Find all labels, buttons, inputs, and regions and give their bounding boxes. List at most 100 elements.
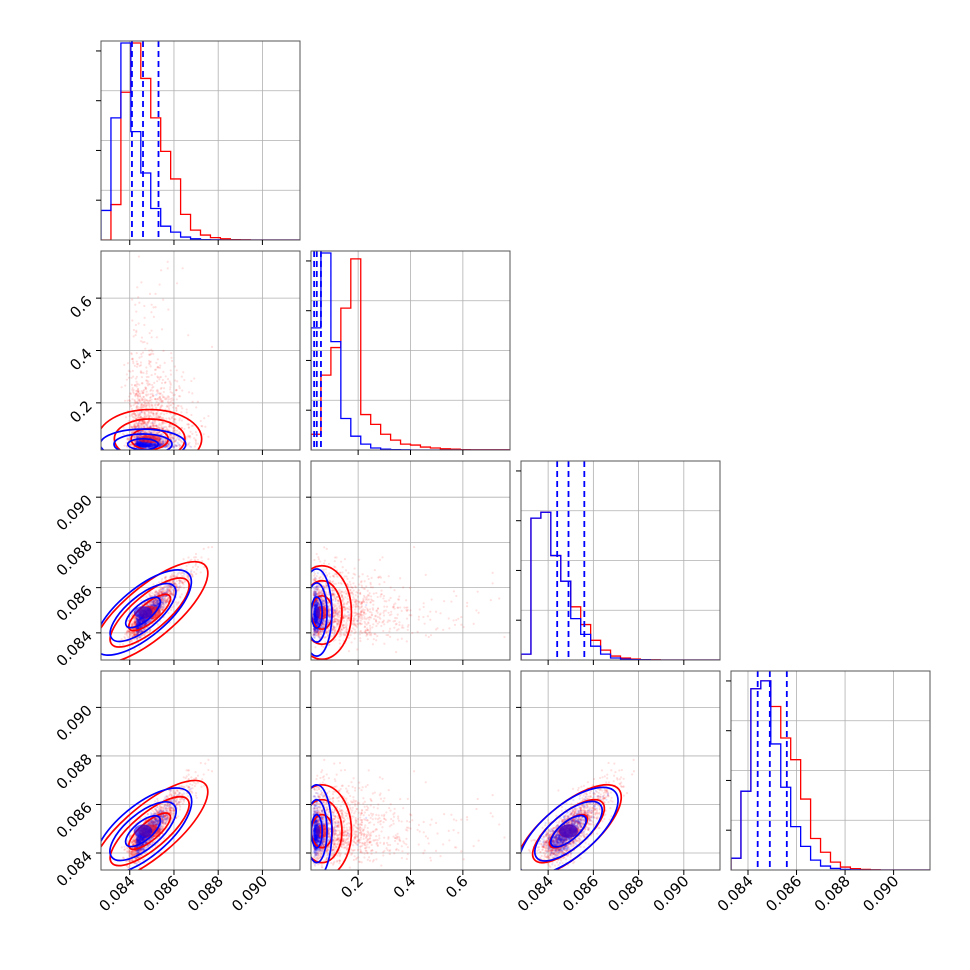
sample-point: [143, 304, 146, 308]
sample-point: [138, 398, 141, 401]
sample-point: [152, 430, 155, 433]
sample-point: [178, 580, 182, 583]
sample-point: [147, 420, 150, 423]
sample-point: [161, 577, 164, 581]
sample-point: [149, 445, 152, 448]
sample-point: [158, 444, 161, 447]
sample-point: [138, 617, 142, 621]
sample-point: [131, 426, 134, 430]
sample-point: [145, 405, 148, 408]
sample-point: [136, 393, 140, 397]
sample-point: [165, 600, 168, 603]
sample-point: [144, 446, 147, 449]
sample-point: [152, 422, 156, 425]
sample-point: [128, 395, 131, 398]
sample-point: [137, 619, 140, 622]
sample-point: [158, 422, 161, 425]
sample-point: [165, 588, 168, 591]
sample-point: [147, 621, 150, 624]
sample-point: [142, 395, 145, 399]
sample-point: [155, 600, 158, 604]
sample-point: [175, 389, 178, 392]
sample-point: [136, 416, 140, 419]
sample-point: [177, 404, 180, 407]
sample-point: [160, 416, 163, 420]
sample-point: [162, 298, 165, 301]
sample-point: [143, 412, 146, 416]
sample-point: [153, 600, 156, 603]
sample-point: [127, 631, 131, 634]
sample-point: [139, 620, 142, 624]
sample-point: [187, 434, 190, 437]
sample-point: [147, 445, 151, 448]
sample-point: [139, 412, 142, 416]
sample-point: [171, 573, 174, 576]
sample-point: [150, 311, 153, 314]
sample-point: [136, 440, 139, 443]
sample-point: [150, 404, 153, 407]
sample-point: [166, 590, 169, 593]
sample-point: [170, 590, 173, 593]
sample-point: [148, 363, 151, 366]
sample-point: [148, 446, 151, 449]
sample-point: [145, 366, 148, 369]
sample-point: [131, 631, 135, 635]
sample-point: [136, 424, 139, 427]
sample-point: [151, 394, 154, 397]
sample-point: [151, 603, 155, 606]
sample-point: [187, 575, 190, 578]
sample-point: [129, 370, 132, 373]
sample-point: [174, 601, 178, 604]
sample-point: [162, 370, 165, 373]
sample-point: [154, 413, 158, 416]
sample-point: [135, 406, 138, 409]
sample-point: [153, 368, 157, 371]
sample-point: [150, 416, 154, 419]
sample-point: [143, 426, 146, 429]
sample-point: [148, 629, 151, 632]
sample-point: [145, 387, 148, 390]
sample-point: [158, 392, 161, 395]
sample-point: [149, 415, 152, 418]
sample-point: [153, 424, 156, 427]
sample-point: [147, 375, 150, 378]
sample-point: [154, 604, 158, 608]
sample-point: [152, 444, 155, 447]
sample-point: [172, 582, 175, 585]
sample-point: [139, 423, 143, 426]
sample-point: [178, 385, 181, 388]
sample-point: [136, 622, 139, 626]
sample-point: [147, 446, 150, 449]
sample-point: [168, 589, 171, 592]
sample-point: [147, 414, 150, 418]
sample-point: [136, 439, 139, 442]
sample-point: [137, 631, 140, 634]
sample-point: [154, 403, 157, 406]
sample-point: [136, 424, 140, 428]
sample-point: [180, 580, 183, 584]
sample-point: [168, 407, 171, 411]
sample-point: [132, 622, 135, 625]
sample-point: [170, 404, 173, 407]
sample-point: [178, 387, 181, 390]
sample-point: [166, 588, 169, 591]
sample-point: [168, 425, 171, 428]
sample-point: [141, 618, 144, 621]
sample-point: [166, 585, 169, 588]
sample-point: [164, 601, 167, 604]
sample-point: [150, 600, 154, 603]
sample-point: [138, 424, 141, 428]
sample-point: [133, 426, 137, 429]
sample-point: [133, 648, 136, 651]
sample-point: [160, 404, 163, 407]
contour-1: [101, 428, 187, 450]
sample-point: [140, 382, 144, 385]
sample-point: [146, 402, 150, 405]
sample-point: [161, 605, 164, 608]
sample-point: [141, 351, 145, 354]
sample-point: [150, 373, 153, 377]
sample-point: [169, 390, 172, 394]
sample-point: [175, 584, 179, 587]
sample-point: [148, 603, 151, 606]
sample-point: [153, 603, 156, 607]
